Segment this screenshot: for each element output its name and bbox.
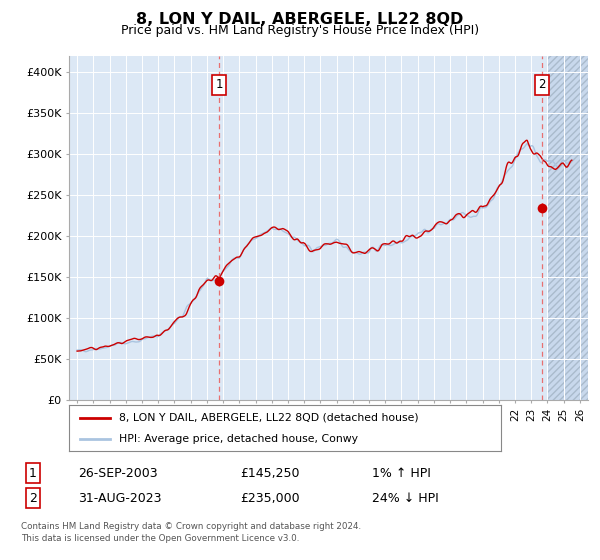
Text: Contains HM Land Registry data © Crown copyright and database right 2024.
This d: Contains HM Land Registry data © Crown c… (21, 522, 361, 543)
Text: HPI: Average price, detached house, Conwy: HPI: Average price, detached house, Conw… (119, 435, 358, 444)
Text: 1: 1 (215, 78, 223, 91)
Text: 31-AUG-2023: 31-AUG-2023 (78, 492, 161, 505)
Text: 8, LON Y DAIL, ABERGELE, LL22 8QD: 8, LON Y DAIL, ABERGELE, LL22 8QD (136, 12, 464, 27)
Text: £145,250: £145,250 (240, 466, 299, 480)
Text: 24% ↓ HPI: 24% ↓ HPI (372, 492, 439, 505)
Text: 1% ↑ HPI: 1% ↑ HPI (372, 466, 431, 480)
Text: 26-SEP-2003: 26-SEP-2003 (78, 466, 158, 480)
Text: 2: 2 (29, 492, 37, 505)
Text: Price paid vs. HM Land Registry's House Price Index (HPI): Price paid vs. HM Land Registry's House … (121, 24, 479, 37)
Text: 1: 1 (29, 466, 37, 480)
Text: 8, LON Y DAIL, ABERGELE, LL22 8QD (detached house): 8, LON Y DAIL, ABERGELE, LL22 8QD (detac… (119, 413, 418, 423)
Bar (547, 56, 588, 400)
Text: 2: 2 (538, 78, 546, 91)
Text: £235,000: £235,000 (240, 492, 299, 505)
